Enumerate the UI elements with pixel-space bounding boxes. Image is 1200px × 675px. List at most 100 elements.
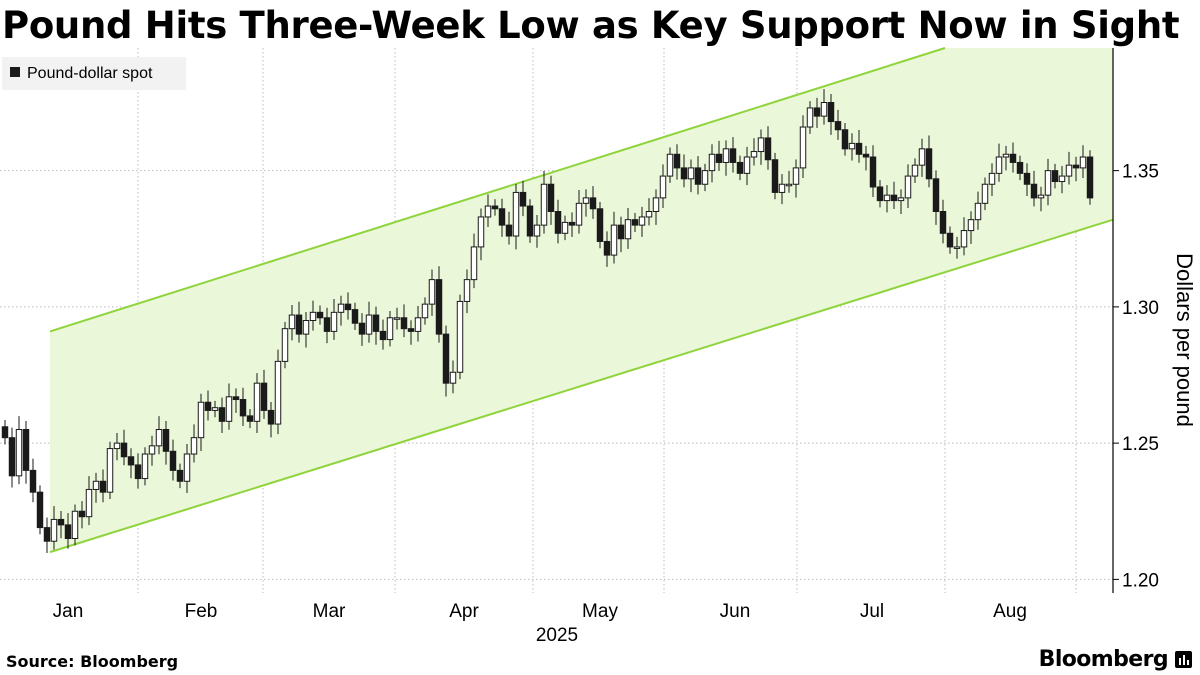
- x-tick-label-2: Mar: [313, 601, 346, 622]
- candle-body-60: [421, 303, 429, 319]
- x-tick-label-3: Apr: [449, 601, 479, 622]
- candle-80: [561, 215, 569, 241]
- bloomberg-bars-icon: [1175, 651, 1192, 668]
- candle-body-110: [771, 159, 779, 193]
- candle-body-7: [50, 518, 58, 542]
- x-tick-label-0: Jan: [53, 601, 84, 622]
- candle-body-71: [498, 208, 506, 226]
- candle-body-80: [561, 221, 569, 234]
- candle-15: [106, 441, 114, 499]
- candle-78: [547, 175, 555, 225]
- candle-body-70: [491, 205, 499, 210]
- candle-40: [281, 321, 289, 369]
- candle-146: [1023, 163, 1031, 196]
- candle-24: [169, 439, 177, 481]
- candle-body-9: [64, 524, 72, 539]
- candle-92: [645, 198, 653, 226]
- candle-body-94: [659, 175, 667, 199]
- candle-body-37: [260, 382, 268, 411]
- candle-73: [512, 183, 520, 250]
- candle-139: [974, 191, 982, 230]
- x-tick-label-6: Jul: [860, 601, 884, 622]
- candle-102: [715, 140, 723, 171]
- x-tick-label-4: May: [582, 601, 618, 622]
- candle-101: [708, 144, 716, 183]
- candle-105: [736, 155, 744, 181]
- candle-33: [232, 388, 240, 413]
- candle-147: [1030, 170, 1038, 207]
- candle-0: [1, 419, 9, 445]
- candle-body-76: [533, 224, 541, 237]
- candle-122: [855, 130, 863, 163]
- candle-82: [575, 189, 583, 234]
- candle-body-36: [253, 382, 261, 422]
- candle-body-154: [1079, 156, 1087, 169]
- candle-body-116: [813, 107, 821, 117]
- candle-89: [624, 207, 632, 249]
- candle-58: [407, 320, 415, 345]
- candle-126: [883, 185, 891, 213]
- candle-62: [435, 266, 443, 343]
- candle-body-155: [1086, 156, 1094, 199]
- candle-body-42: [295, 314, 303, 335]
- candle-22: [155, 416, 163, 455]
- candle-body-103: [722, 148, 730, 163]
- candle-155: [1086, 150, 1094, 205]
- candle-body-77: [540, 183, 548, 226]
- candle-65: [456, 294, 464, 380]
- candle-7: [50, 506, 58, 550]
- candle-body-90: [631, 219, 639, 226]
- candle-body-41: [288, 314, 296, 330]
- candle-body-140: [981, 183, 989, 204]
- candle-body-38: [267, 409, 275, 425]
- chart-title: Pound Hits Three-Week Low as Key Support…: [2, 4, 1180, 47]
- candle-53: [372, 306, 380, 345]
- candle-body-58: [407, 328, 415, 332]
- candle-body-137: [960, 230, 968, 248]
- candle-body-8: [57, 518, 65, 526]
- candle-39: [274, 349, 282, 435]
- candle-72: [505, 211, 513, 245]
- candle-44: [309, 300, 317, 331]
- candle-75: [526, 199, 534, 243]
- candle-81: [568, 212, 576, 237]
- candle-body-139: [974, 202, 982, 221]
- candle-93: [652, 189, 660, 225]
- candle-body-69: [484, 205, 492, 218]
- candle-125: [876, 180, 884, 208]
- channel-band: [50, 48, 1113, 553]
- candle-body-145: [1016, 161, 1024, 174]
- candle-28: [197, 393, 205, 452]
- candle-body-62: [435, 279, 443, 335]
- candle-32: [225, 383, 233, 430]
- candle-body-125: [876, 186, 884, 202]
- candle-body-27: [190, 437, 198, 455]
- candle-133: [932, 170, 940, 225]
- candle-20: [141, 447, 149, 486]
- candle-body-29: [204, 401, 212, 411]
- candle-95: [666, 147, 674, 183]
- candle-body-40: [281, 328, 289, 362]
- candle-35: [246, 409, 254, 429]
- candle-body-132: [925, 148, 933, 180]
- x-axis-year-label: 2025: [536, 625, 578, 646]
- candle-49: [344, 292, 352, 320]
- candle-43: [302, 312, 310, 348]
- candle-86: [603, 231, 611, 267]
- candle-body-26: [183, 453, 191, 482]
- candle-13: [92, 472, 100, 503]
- candle-body-47: [330, 311, 338, 332]
- candle-body-89: [624, 219, 632, 240]
- candle-64: [449, 360, 457, 394]
- candle-body-22: [155, 429, 163, 447]
- y-tick-label-2: 1.30: [1122, 298, 1159, 319]
- candle-body-123: [862, 153, 870, 158]
- candle-141: [988, 163, 996, 196]
- candle-body-126: [883, 194, 891, 202]
- candle-body-61: [428, 279, 436, 305]
- candle-body-46: [323, 317, 331, 332]
- x-axis-ticks: Jan Feb Mar Apr May Jun Jul Aug: [53, 601, 1027, 622]
- candle-body-85: [596, 208, 604, 242]
- candle-body-129: [904, 175, 912, 199]
- candle-body-33: [232, 396, 240, 401]
